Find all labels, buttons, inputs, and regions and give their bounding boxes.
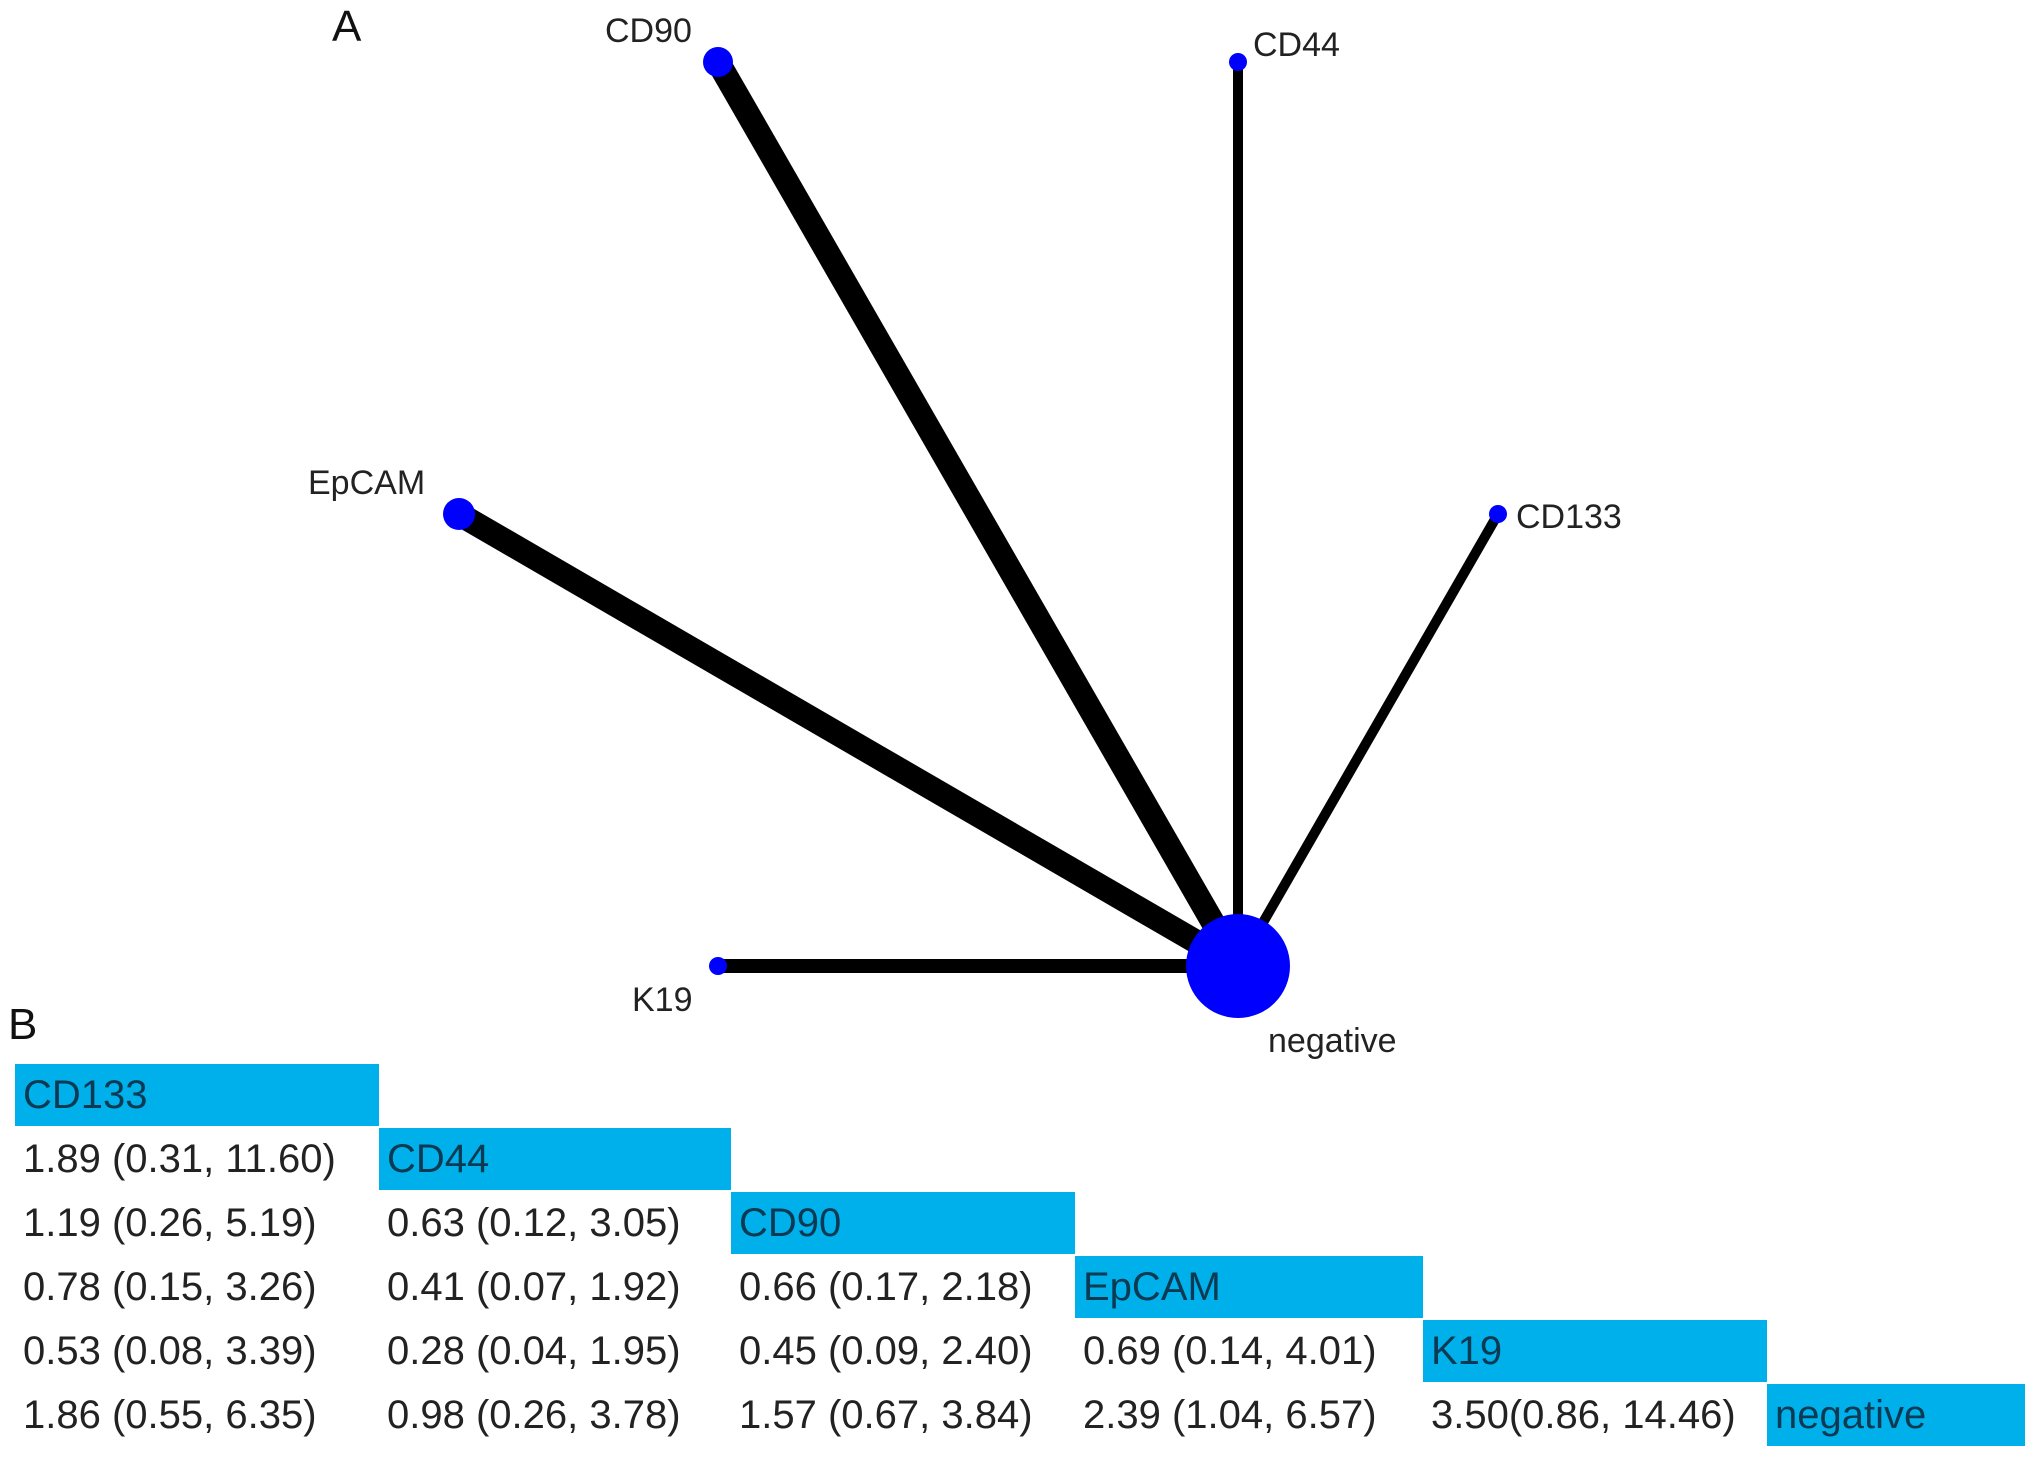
node-label-cd90: CD90 (605, 12, 692, 50)
panel-b-letter: B (8, 1000, 38, 1049)
league-diagonal-cd133: CD133 (15, 1064, 379, 1126)
league-cell: 0.41 (0.07, 1.92) (387, 1265, 681, 1309)
network-edges (452, 56, 1503, 977)
league-cell: 0.53 (0.08, 3.39) (23, 1329, 317, 1373)
league-cell: 0.63 (0.12, 3.05) (387, 1201, 681, 1245)
league-row-cd133: CD133 (15, 1064, 2025, 1126)
edge-epcam-negative (452, 503, 1245, 977)
node-label-negative: negative (1268, 1022, 1397, 1060)
node-label-epcam: EpCAM (308, 464, 425, 502)
league-cell: 1.57 (0.67, 3.84) (739, 1393, 1033, 1437)
edge-cd133-negative (1233, 511, 1503, 969)
league-cell: 0.69 (0.14, 4.01) (1083, 1329, 1377, 1373)
league-row-cd90: 1.19 (0.26, 5.19) 0.63 (0.12, 3.05) CD90 (15, 1192, 2025, 1254)
node-cd133 (1489, 505, 1507, 523)
league-cell: 0.28 (0.04, 1.95) (387, 1329, 681, 1373)
league-row-cd44: 1.89 (0.31, 11.60) CD44 (15, 1128, 2025, 1190)
league-cell: 1.86 (0.55, 6.35) (23, 1393, 317, 1437)
league-diagonal-negative: negative (1767, 1384, 2025, 1446)
league-row-k19: 0.53 (0.08, 3.39) 0.28 (0.04, 1.95) 0.45 (… (15, 1320, 2025, 1382)
network-nodes (443, 47, 1507, 1018)
node-cd44 (1229, 53, 1247, 71)
league-diagonal-k19: K19 (1423, 1320, 1767, 1382)
league-cell: 2.39 (1.04, 6.57) (1083, 1393, 1377, 1437)
network-labels: CD90 CD44 EpCAM CD133 K19 negative (308, 12, 1622, 1060)
node-label-cd133: CD133 (1516, 498, 1622, 536)
edge-cd90-negative (707, 56, 1249, 972)
league-diagonal-epcam: EpCAM (1075, 1256, 1423, 1318)
node-negative (1186, 914, 1290, 1018)
node-epcam (443, 498, 475, 530)
league-row-negative: 1.86 (0.55, 6.35) 0.98 (0.26, 3.78) 1.57 (… (15, 1384, 2025, 1446)
league-cell: 0.78 (0.15, 3.26) (23, 1265, 317, 1309)
panel-a-letter: A (332, 2, 362, 51)
league-cell: 0.98 (0.26, 3.78) (387, 1393, 681, 1437)
league-row-epcam: 0.78 (0.15, 3.26) 0.41 (0.07, 1.92) 0.66 (… (15, 1256, 2025, 1318)
league-cell: 0.66 (0.17, 2.18) (739, 1265, 1033, 1309)
league-cell: 0.45 (0.09, 2.40) (739, 1329, 1033, 1373)
league-diagonal-cd90: CD90 (731, 1192, 1075, 1254)
league-table: CD133 1.89 (0.31, 11.60) CD44 1.19 (0.26, 5… (15, 1064, 2025, 1454)
league-diagonal-cd44: CD44 (379, 1128, 731, 1190)
league-cell: 1.89 (0.31, 11.60) (23, 1137, 336, 1181)
league-cell: 3.50(0.86, 14.46) (1431, 1393, 1736, 1437)
node-cd90 (703, 47, 733, 77)
node-label-cd44: CD44 (1253, 26, 1340, 64)
node-k19 (709, 957, 727, 975)
node-label-k19: K19 (632, 981, 693, 1019)
league-cell: 1.19 (0.26, 5.19) (23, 1201, 317, 1245)
